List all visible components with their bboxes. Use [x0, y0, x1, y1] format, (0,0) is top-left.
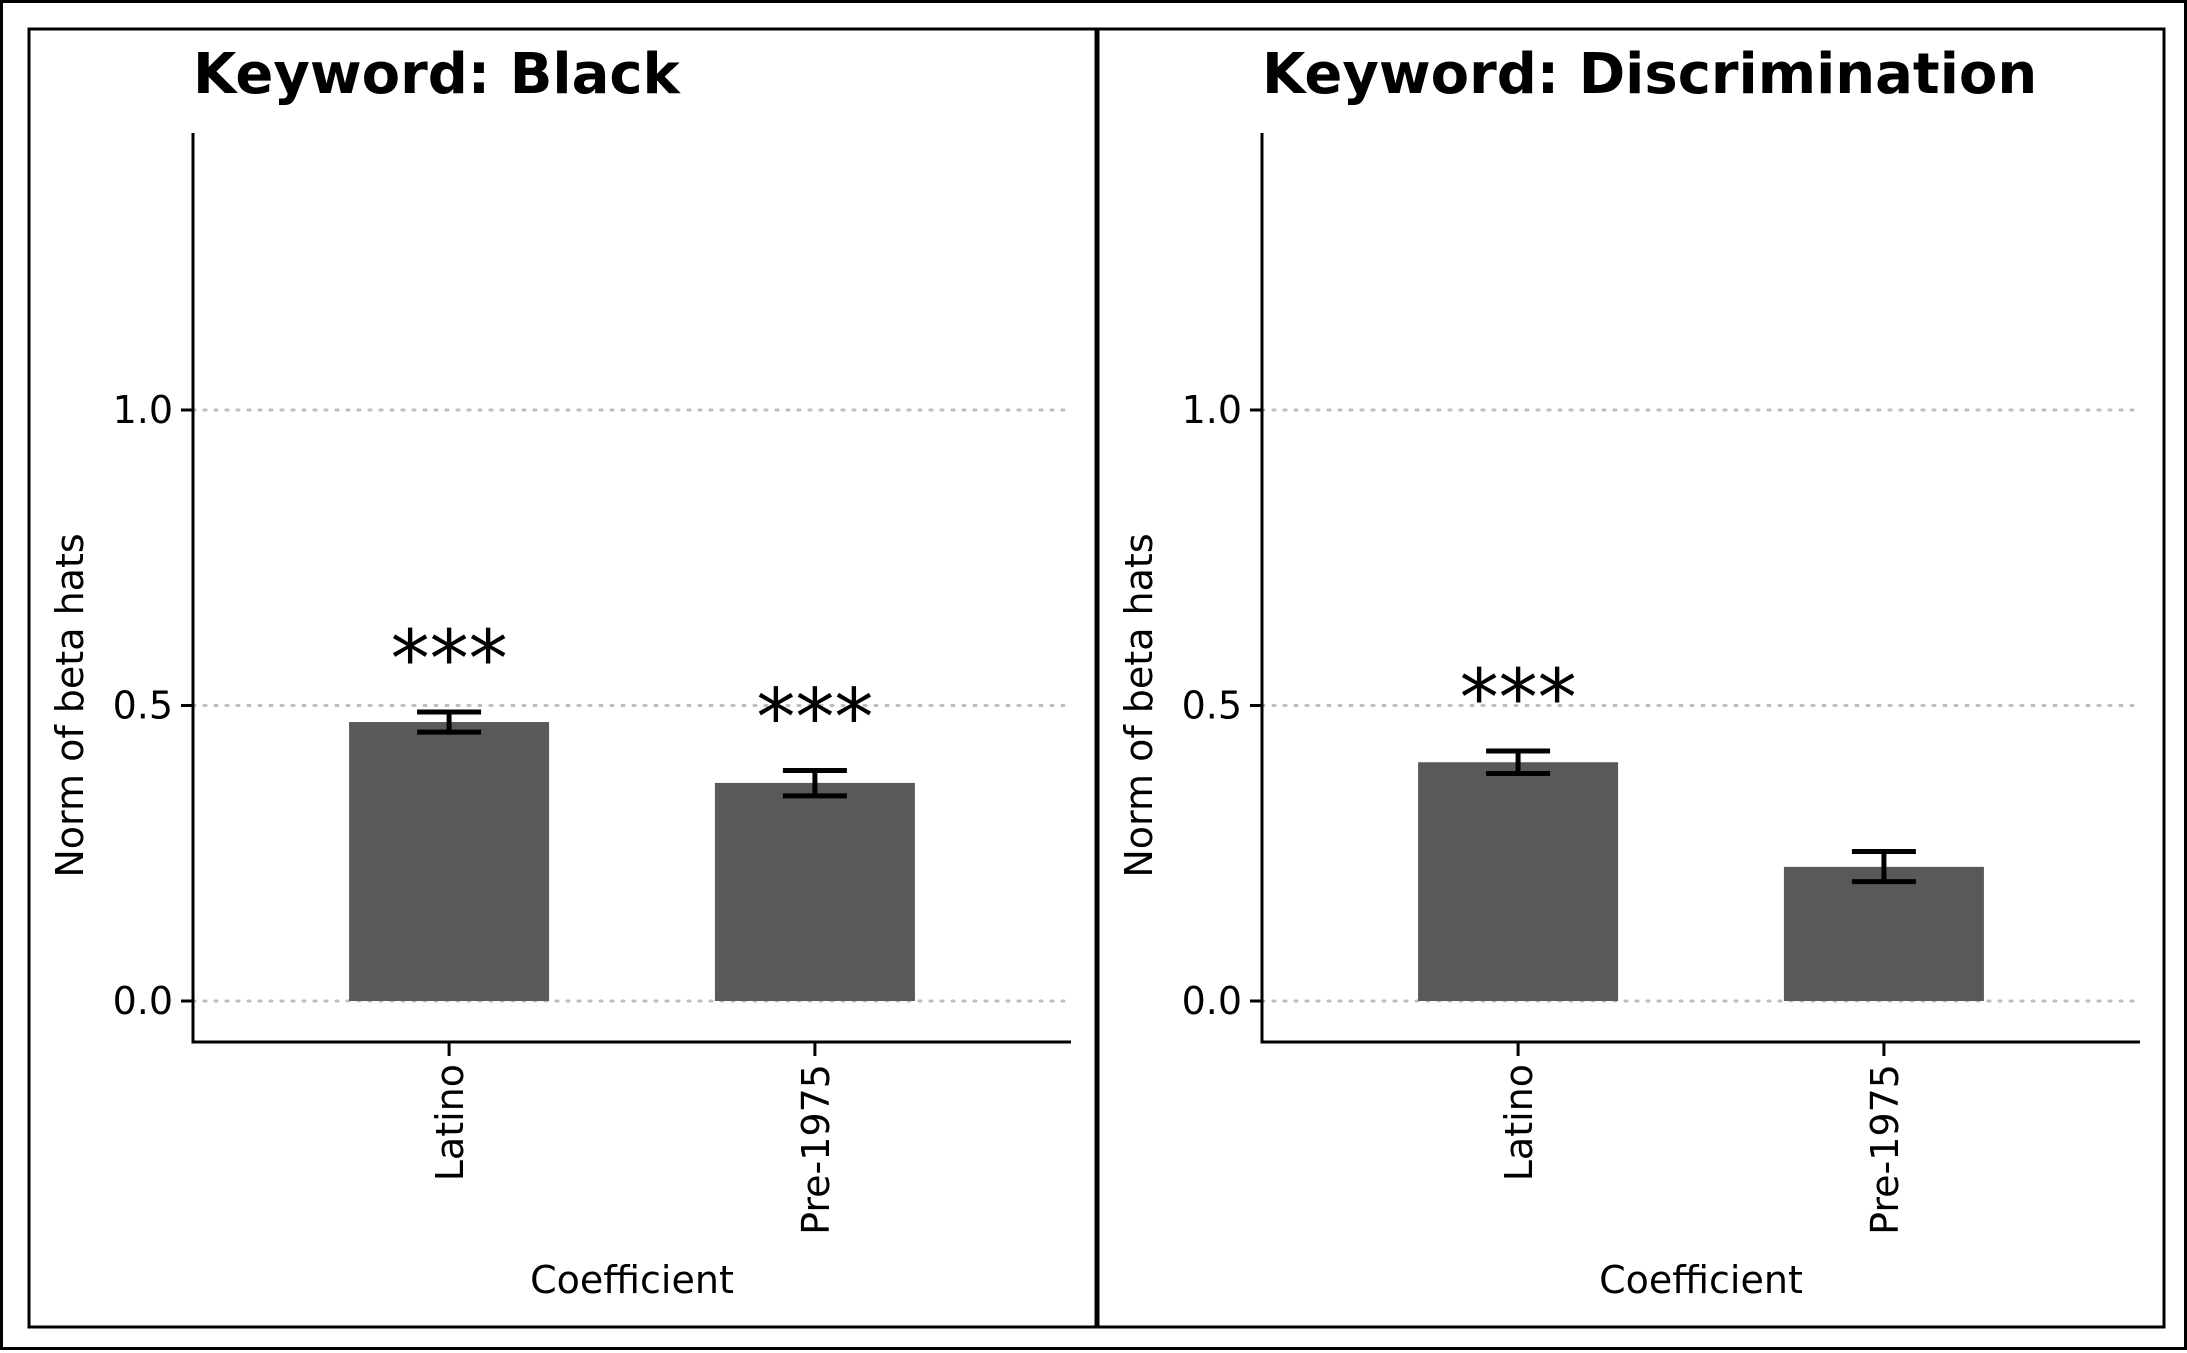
x-axis-title: Coefficient: [530, 1258, 734, 1302]
panel-2: Keyword: Discrimination 0.0 0.5 1.0 *** Latin…: [1096, 27, 2166, 1329]
significance-label: ***: [391, 615, 508, 705]
y-tick-label: 0.0: [1182, 979, 1242, 1023]
x-tick-label: Latino: [1497, 1064, 1541, 1181]
y-tick-label: 0.5: [1182, 684, 1242, 728]
chart-title: Keyword: Discrimination: [1262, 42, 2037, 107]
chart-title: Keyword: Black: [193, 42, 682, 107]
panel-frame: [1096, 27, 2166, 1329]
chart-canvas: Keyword: Black 0.0 0.5 1.0 *** Latino *** Pre-1…: [27, 27, 2166, 1329]
x-tick-label: Pre-1975: [794, 1064, 838, 1235]
y-tick-label: 1.0: [1182, 388, 1242, 432]
y-axis-title: Norm of beta hats: [1117, 533, 1161, 877]
y-tick-label: 1.0: [113, 388, 173, 432]
panel-1: Keyword: Black 0.0 0.5 1.0 *** Latino *** Pre-1…: [27, 27, 1098, 1329]
significance-label: ***: [1460, 654, 1577, 744]
bar-pre-1975: [1783, 866, 1984, 1001]
x-axis-title: Coefficient: [1599, 1258, 1803, 1302]
y-tick-label: 0.0: [113, 979, 173, 1023]
bar-latino: [1418, 762, 1619, 1001]
y-axis-title: Norm of beta hats: [48, 533, 92, 877]
x-tick-label: Pre-1975: [1863, 1064, 1907, 1235]
bar-latino: [349, 722, 550, 1001]
significance-label: ***: [756, 674, 873, 764]
bar-pre-1975: [714, 782, 915, 1001]
x-tick-label: Latino: [428, 1064, 472, 1181]
y-tick-label: 0.5: [113, 684, 173, 728]
panel-frame: [27, 27, 1098, 1329]
